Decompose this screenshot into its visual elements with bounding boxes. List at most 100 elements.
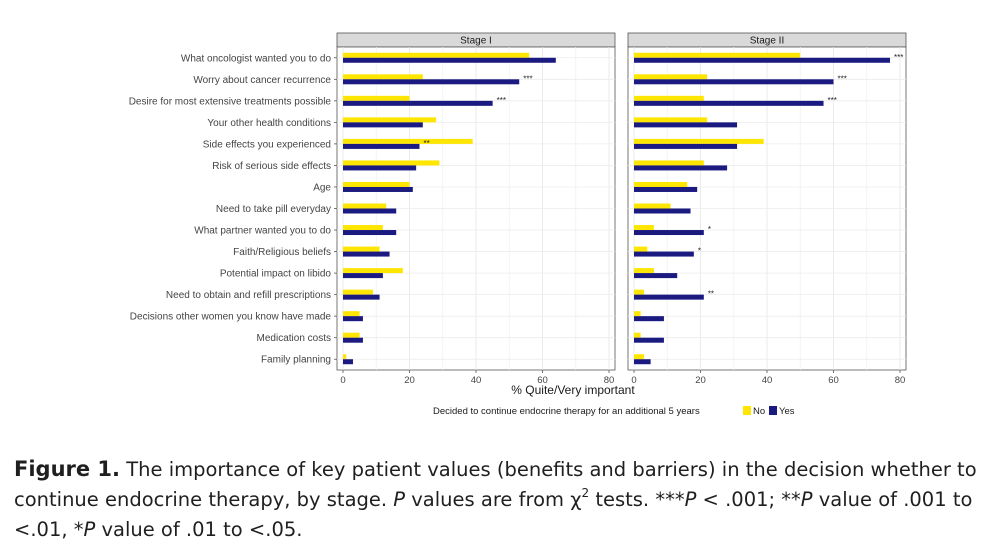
- legend-swatch-yes: [769, 406, 777, 415]
- bar-yes: [634, 251, 694, 257]
- figure-caption: Figure 1. The importance of key patient …: [14, 454, 989, 545]
- bar-no: [343, 117, 437, 123]
- bar-yes: [343, 359, 353, 365]
- caption-chi-exp: 2: [581, 486, 590, 500]
- legend-title: Decided to continue endocrine therapy fo…: [433, 406, 700, 417]
- bar-yes: [634, 100, 824, 106]
- caption-p-1: P: [393, 488, 406, 511]
- bar-no: [634, 117, 708, 123]
- bar-no: [343, 138, 473, 144]
- bar-no: [634, 311, 641, 317]
- bar-yes: [343, 316, 363, 322]
- category-label: Worry about cancer recurrence: [193, 75, 331, 86]
- category-label: Age: [313, 182, 331, 193]
- x-tick-label: 60: [828, 375, 839, 386]
- significance-marker: ***: [894, 53, 903, 62]
- figure-label: Figure 1.: [14, 457, 121, 481]
- legend-label-yes: Yes: [779, 406, 795, 417]
- bar-yes: [634, 165, 728, 171]
- bar-no: [634, 138, 764, 144]
- significance-marker: ***: [523, 74, 532, 83]
- caption-text-4: < .001; **: [702, 488, 801, 511]
- bar-no: [343, 160, 440, 166]
- category-label: Your other health conditions: [207, 118, 331, 129]
- bar-no: [343, 332, 360, 338]
- bar-yes: [634, 337, 664, 343]
- category-label: Need to obtain and refill prescriptions: [166, 290, 331, 301]
- caption-p-4: P: [83, 518, 96, 541]
- bar-no: [634, 268, 654, 274]
- bar-yes: [634, 294, 704, 300]
- bar-yes: [343, 294, 380, 300]
- bar-yes: [634, 359, 651, 365]
- significance-marker: *: [698, 247, 701, 256]
- caption-p-2: P: [684, 488, 697, 511]
- bar-no: [634, 332, 641, 338]
- bar-yes: [634, 143, 738, 149]
- bar-no: [343, 311, 360, 317]
- bar-no: [634, 354, 644, 360]
- bar-no: [343, 52, 530, 58]
- bar-yes: [634, 273, 678, 279]
- bar-yes: [343, 122, 423, 128]
- bar-yes: [343, 165, 417, 171]
- bar-yes: [634, 230, 704, 236]
- bar-no: [343, 203, 387, 209]
- legend-label-no: No: [753, 406, 765, 417]
- x-tick-label: 0: [631, 375, 636, 386]
- category-label: Need to take pill everyday: [216, 204, 331, 215]
- bar-no: [343, 268, 403, 274]
- bar-yes: [343, 79, 520, 85]
- x-tick-label: 80: [895, 375, 906, 386]
- x-tick-label: 0: [340, 375, 345, 386]
- significance-marker: **: [708, 290, 714, 299]
- x-tick-label: 60: [537, 375, 548, 386]
- bar-yes: [634, 316, 664, 322]
- x-tick-label: 20: [695, 375, 706, 386]
- bar-no: [343, 95, 410, 101]
- x-tick-label: 80: [604, 375, 615, 386]
- bar-no: [343, 289, 373, 295]
- bar-yes: [343, 251, 390, 257]
- caption-text-1: The importance of key patient values (be…: [14, 458, 977, 511]
- bar-no: [343, 246, 380, 252]
- bar-yes: [343, 100, 493, 106]
- bar-no: [634, 203, 671, 209]
- bar-yes: [634, 79, 834, 85]
- panel-title: Stage I: [460, 36, 492, 47]
- bar-no: [343, 225, 383, 231]
- bar-no: [343, 74, 423, 80]
- significance-marker: *: [708, 225, 711, 234]
- bar-yes: [343, 208, 397, 214]
- bar-yes: [343, 230, 397, 236]
- category-label: What oncologist wanted you to do: [181, 53, 332, 64]
- x-tick-label: 40: [471, 375, 482, 386]
- legend-swatch-no: [743, 406, 751, 415]
- bar-no: [634, 160, 704, 166]
- category-label: Medication costs: [257, 333, 331, 344]
- caption-text-2: values are from: [411, 488, 564, 511]
- x-tick-label: 40: [762, 375, 773, 386]
- bar-no: [634, 95, 704, 101]
- bar-yes: [343, 273, 383, 279]
- bar-no: [343, 181, 410, 187]
- bar-yes: [634, 122, 738, 128]
- significance-marker: ***: [497, 96, 506, 105]
- x-axis-label: % Quite/Very important: [511, 383, 635, 397]
- panel-title: Stage II: [750, 36, 784, 47]
- bar-no: [634, 225, 654, 231]
- caption-text-5: value of .001 to <.01, *: [14, 488, 973, 541]
- bar-yes: [343, 143, 420, 149]
- bar-yes: [343, 57, 556, 63]
- significance-marker: ***: [838, 74, 847, 83]
- bar-no: [634, 289, 644, 295]
- bar-no: [634, 181, 688, 187]
- bar-yes: [634, 186, 698, 192]
- caption-p-3: P: [800, 488, 813, 511]
- bar-no: [634, 74, 708, 80]
- bar-yes: [634, 57, 891, 63]
- caption-text-3: tests. ***: [595, 488, 685, 511]
- bar-yes: [634, 208, 691, 214]
- category-label: What partner wanted you to do: [194, 226, 331, 237]
